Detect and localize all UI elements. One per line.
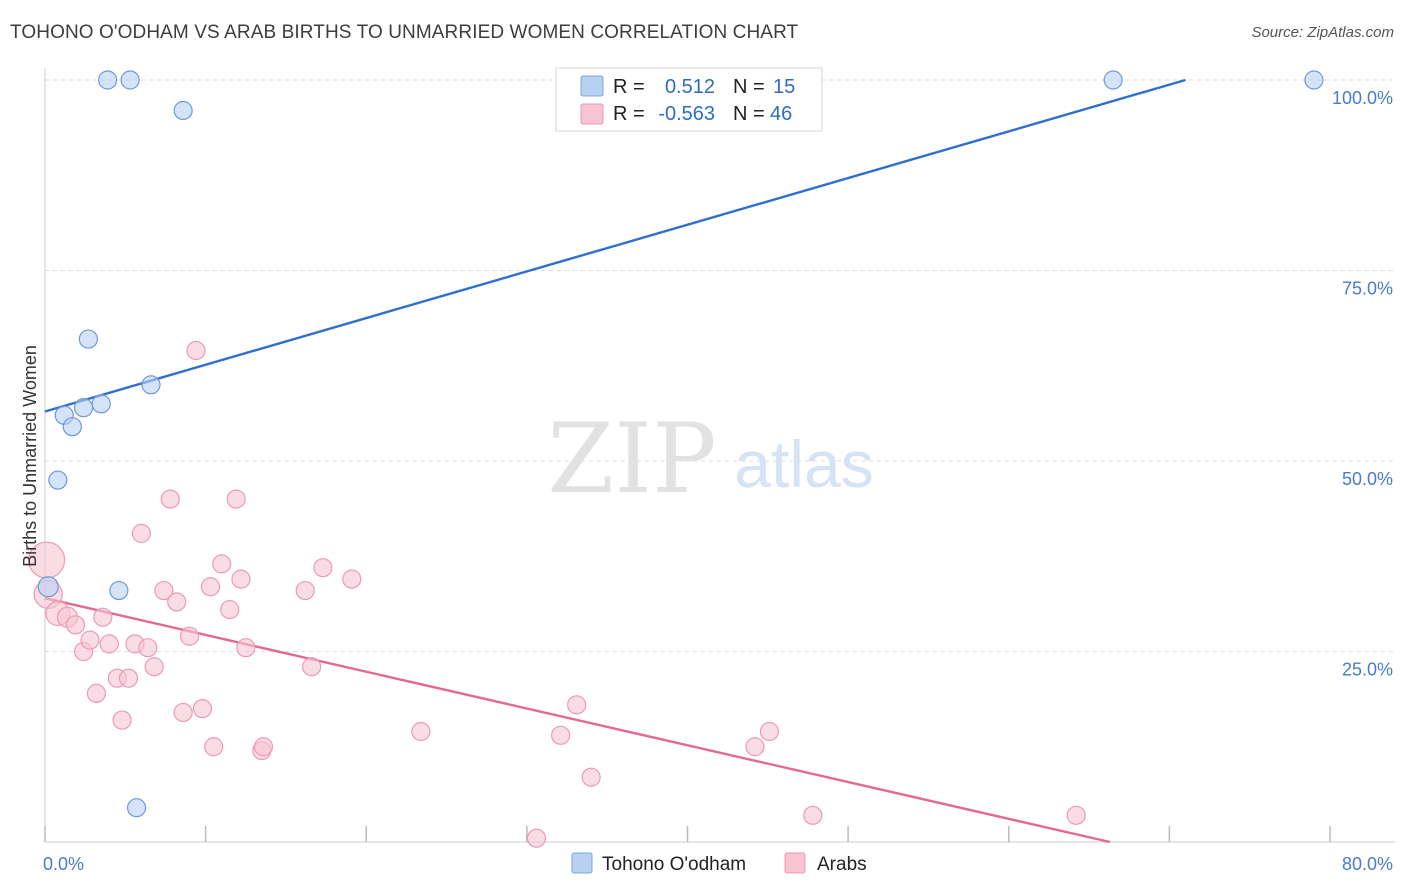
arab-trend-line (44, 596, 1111, 844)
tohono-point-1 (48, 470, 68, 490)
legend-n-value-1: 15 (773, 76, 795, 98)
arab-point-29 (231, 569, 251, 589)
legend-n-label-2: N = (733, 103, 765, 125)
arab-point-22 (186, 340, 206, 361)
arab-point-28 (226, 489, 246, 509)
arab-point-26 (212, 554, 232, 574)
arab-point-27 (220, 599, 240, 620)
tohono-point-10 (98, 70, 118, 90)
x-tick-labels: 0.0% 80.0% (43, 854, 1393, 874)
arab-point-15 (138, 638, 158, 658)
legend-r-value-1: 0.512 (665, 76, 715, 98)
trend-lines (44, 78, 1186, 844)
tohono-point-13 (1103, 70, 1123, 90)
tohono-point-6 (91, 394, 111, 414)
data-points (28, 70, 1324, 848)
arab-point-11 (112, 710, 132, 730)
bottom-legend-swatch-blue (571, 852, 593, 874)
arab-point-32 (253, 737, 274, 757)
arab-point-36 (342, 569, 362, 589)
arab-point-24 (200, 577, 221, 597)
arab-point-6 (80, 630, 100, 650)
watermark: ZIP atlas (547, 403, 873, 515)
tohono-point-11 (120, 70, 140, 90)
y-tick-labels: 25.0% 50.0% 75.0% 100.0% (1332, 88, 1393, 680)
tohono-point-12 (173, 100, 193, 121)
arab-point-18 (160, 489, 180, 509)
axes (44, 68, 1395, 843)
arab-point-30 (236, 638, 256, 658)
tohono-point-8 (126, 798, 147, 818)
arab-point-34 (302, 657, 322, 677)
arab-point-21 (179, 626, 200, 646)
arab-point-23 (192, 699, 213, 719)
legend-r-value-2: -0.563 (658, 103, 715, 125)
y-tick-label-0: 25.0% (1342, 660, 1393, 680)
tohono-point-5 (78, 329, 98, 349)
arab-point-41 (581, 767, 601, 787)
watermark-zip: ZIP (547, 403, 716, 515)
arab-point-19 (167, 592, 187, 612)
arab-point-4 (65, 615, 86, 635)
arab-point-42 (745, 737, 765, 757)
y-tick-label-3: 100.0% (1332, 88, 1393, 108)
arab-point-9 (99, 634, 119, 654)
arab-point-45 (1066, 805, 1086, 825)
tohono-point-7 (109, 580, 129, 601)
arab-point-17 (154, 580, 174, 601)
chart-source: Source: ZipAtlas.com (1251, 24, 1394, 41)
arab-point-8 (93, 607, 113, 627)
tohono-trend-line (44, 78, 1186, 413)
chart-title: TOHONO O'ODHAM VS ARAB BIRTHS TO UNMARRI… (10, 22, 799, 43)
grid-lines (45, 79, 1395, 652)
arab-point-14 (131, 523, 151, 543)
legend-r-label-1: R = (613, 76, 645, 98)
tohono-point-3 (62, 417, 82, 437)
x-tick-label-0: 0.0% (43, 854, 84, 874)
x-tick-label-1: 80.0% (1342, 854, 1393, 874)
legend-n-label-1: N = (733, 76, 765, 98)
stats-legend: R = 0.512 N = 15 R = -0.563 N = 46 (555, 67, 823, 132)
arab-point-35 (313, 558, 333, 578)
y-tick-label-1: 50.0% (1342, 469, 1393, 489)
legend-r-label-2: R = (613, 103, 645, 125)
arab-point-39 (551, 725, 571, 745)
legend-n-value-2: 46 (770, 103, 792, 125)
legend-swatch-blue (580, 75, 604, 97)
y-tick-label-2: 75.0% (1342, 279, 1393, 299)
arab-point-20 (173, 702, 193, 723)
watermark-atlas: atlas (734, 427, 873, 501)
arab-point-44 (803, 805, 823, 825)
y-axis-label: Births to Unmarried Women (20, 345, 40, 567)
bottom-legend-label-1: Tohono O'odham (602, 854, 746, 875)
tohono-point-9 (141, 375, 161, 395)
tohono-point-14 (1304, 70, 1324, 90)
bottom-legend-swatch-pink (784, 852, 806, 874)
tohono-point-0 (37, 576, 59, 598)
arab-point-7 (86, 683, 107, 704)
bottom-legend-label-2: Arabs (817, 854, 867, 875)
arab-point-40 (567, 695, 587, 715)
series-legend: Tohono O'odham Arabs (571, 852, 867, 875)
legend-swatch-pink (580, 103, 604, 125)
arab-point-43 (759, 721, 780, 742)
arab-point-25 (204, 737, 224, 757)
tohono-point-4 (73, 398, 94, 418)
arab-point-38 (526, 828, 547, 848)
arab-point-33 (295, 580, 315, 601)
arab-point-12 (118, 668, 139, 688)
arab-point-16 (144, 657, 164, 677)
arab-point-37 (411, 721, 431, 742)
